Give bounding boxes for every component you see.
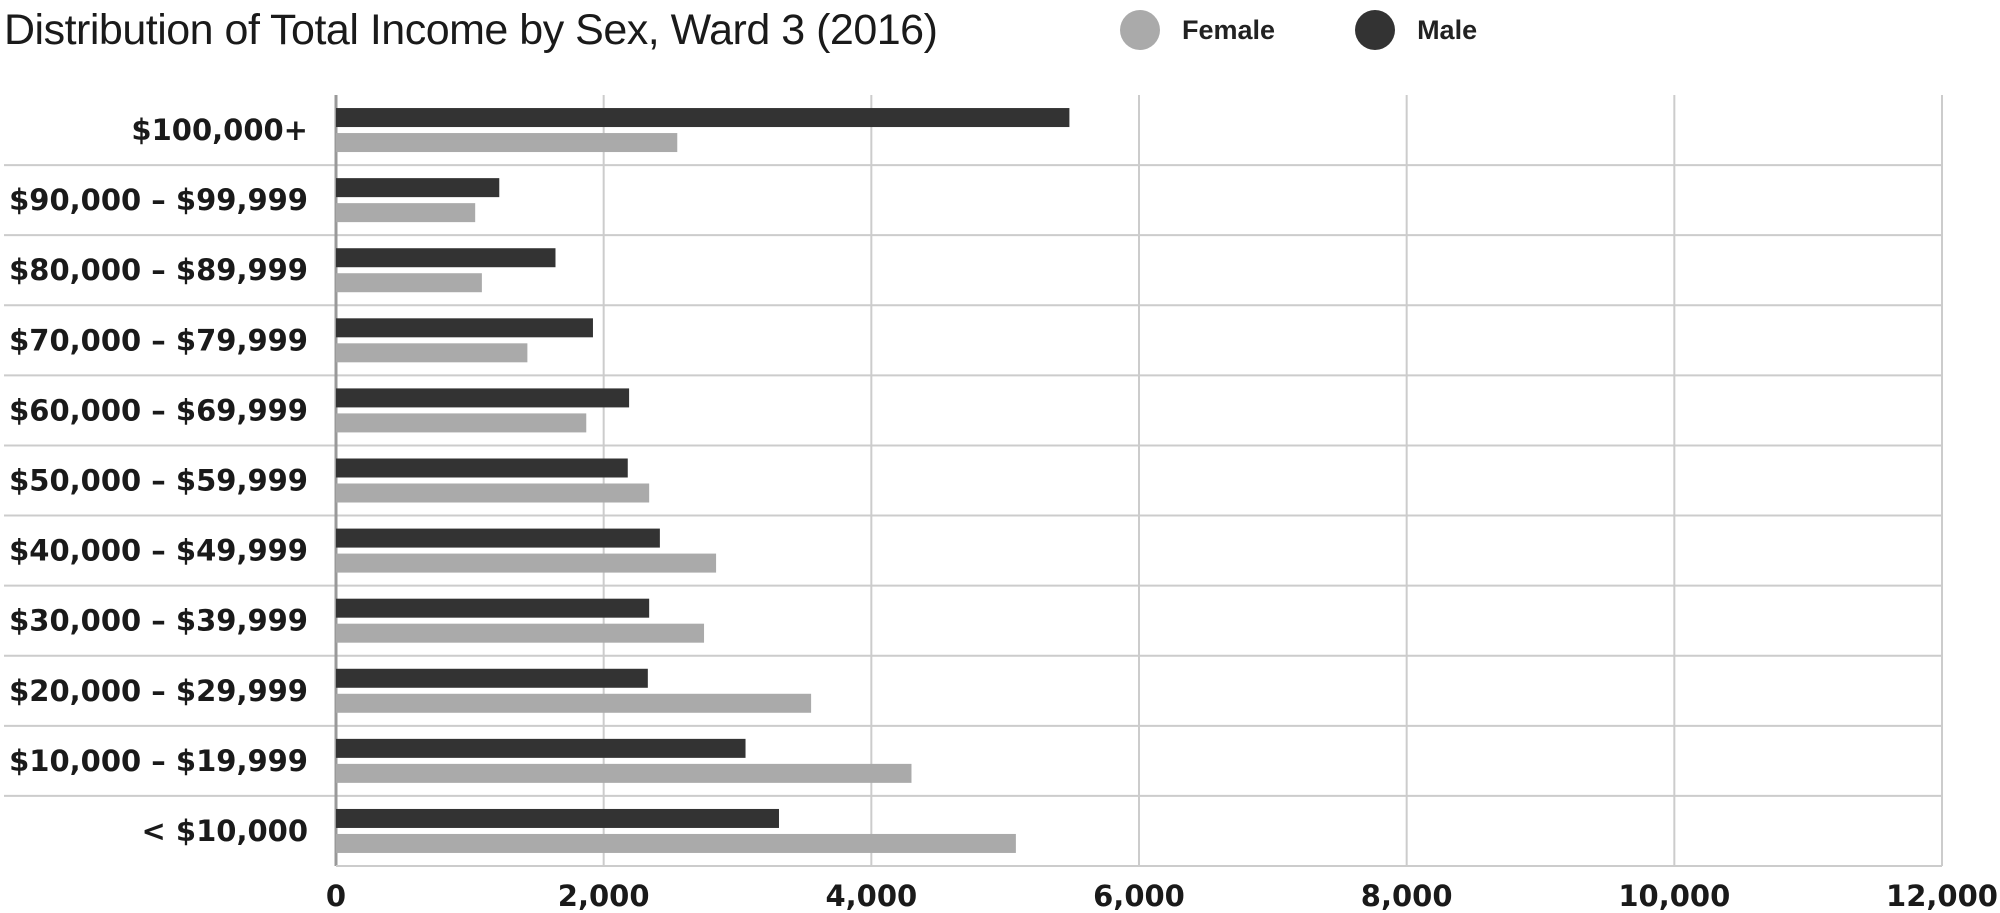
legend-label-female: Female <box>1182 14 1276 45</box>
category-label: $40,000 – $49,999 <box>9 534 308 568</box>
legend-item-female[interactable]: Female <box>1120 10 1275 50</box>
category-label: $10,000 – $19,999 <box>9 744 308 778</box>
bar-female <box>336 623 705 643</box>
bar-male <box>336 108 1070 128</box>
bar-female <box>336 413 587 433</box>
bar-male <box>336 458 628 478</box>
x-tick-label: 8,000 <box>1361 879 1453 913</box>
x-tick-label: 10,000 <box>1618 879 1730 913</box>
bar-female <box>336 273 482 293</box>
legend-label-male: Male <box>1417 14 1478 45</box>
bar-female <box>336 833 1016 853</box>
category-label: $100,000+ <box>131 113 308 147</box>
bar-male <box>336 388 630 408</box>
category-label: $90,000 – $99,999 <box>9 183 308 217</box>
category-labels: $100,000+ $90,000 – $99,999 $80,000 – $89,… <box>9 113 308 848</box>
chart-title: Distribution of Total Income by Sex, War… <box>4 6 938 54</box>
legend-swatch-female <box>1120 10 1160 50</box>
category-label: $70,000 – $79,999 <box>9 323 308 357</box>
category-label: $30,000 – $39,999 <box>9 604 308 638</box>
bar-female <box>336 553 717 573</box>
legend-swatch-male <box>1355 10 1396 50</box>
x-tick-label: 12,000 <box>1886 879 1998 913</box>
x-tick-label: 6,000 <box>1093 879 1185 913</box>
x-tick-label: 0 <box>326 879 346 913</box>
bar-male <box>336 598 650 618</box>
grid-layer <box>4 95 1943 867</box>
category-label: $50,000 – $59,999 <box>9 464 308 498</box>
category-label: < $10,000 <box>142 814 308 848</box>
legend-item-male[interactable]: Male <box>1355 10 1477 50</box>
bars-layer <box>336 108 1070 853</box>
bar-male <box>336 318 593 338</box>
bar-female <box>336 203 476 223</box>
x-axis-ticks: 0 2,000 4,000 6,000 8,000 10,000 12,000 <box>326 879 1998 913</box>
category-label: $80,000 – $89,999 <box>9 253 308 287</box>
x-tick-label: 2,000 <box>558 879 650 913</box>
bar-male <box>336 808 779 828</box>
category-label: $20,000 – $29,999 <box>9 674 308 708</box>
bar-female <box>336 483 650 503</box>
bar-male <box>336 248 556 268</box>
bar-male <box>336 528 660 548</box>
bar-male <box>336 178 500 198</box>
bar-female <box>336 343 528 363</box>
bar-female <box>336 763 912 783</box>
category-label: $60,000 – $69,999 <box>9 393 308 427</box>
bar-male <box>336 738 746 758</box>
bar-male <box>336 668 648 688</box>
bar-female <box>336 693 812 713</box>
x-tick-label: 4,000 <box>825 879 917 913</box>
bar-female <box>336 133 678 153</box>
legend: Female Male <box>1120 6 1557 54</box>
